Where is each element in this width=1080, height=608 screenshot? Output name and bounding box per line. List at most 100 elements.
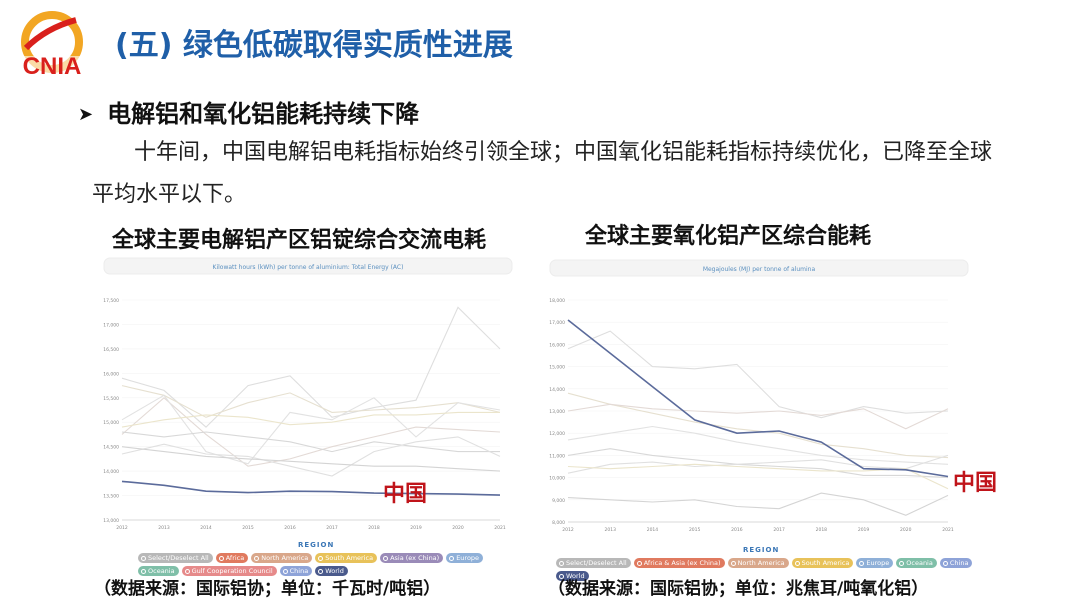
chart-right: Megajoules (MJ) per tonne of alumina 8,00… bbox=[549, 259, 969, 533]
legend-chip[interactable]: North America bbox=[727, 558, 789, 568]
legend-label: North America bbox=[261, 554, 309, 562]
chart-left: Kilowatt hours (kWh) per tonne of alumin… bbox=[103, 257, 513, 531]
x-tick-label: 2020 bbox=[452, 525, 464, 531]
paragraph: 十年间，中国电解铝电耗指标始终引领全球；中国氧化铝能耗指标持续优化，已降至全球平… bbox=[92, 132, 1012, 216]
series-line bbox=[121, 446, 501, 472]
series-line-china bbox=[121, 480, 501, 496]
bullet-heading: ➤ 电解铝和氧化铝能耗持续下降 bbox=[78, 94, 419, 129]
x-tick-label: 2020 bbox=[900, 527, 912, 533]
legend-label: Oceania bbox=[906, 559, 933, 567]
legend-label: Oceania bbox=[148, 567, 175, 575]
series-line bbox=[567, 425, 949, 465]
legend-dot-icon bbox=[730, 560, 736, 566]
series-line bbox=[121, 411, 500, 428]
page-title: (五) 绿色低碳取得实质性进展 bbox=[115, 28, 513, 63]
y-tick-label: 16,000 bbox=[103, 371, 119, 377]
y-tick-label: 17,500 bbox=[103, 298, 119, 304]
legend-chip[interactable]: Gulf Cooperation Council bbox=[181, 566, 277, 576]
legend-dot-icon bbox=[942, 560, 948, 566]
legend-chip[interactable]: World bbox=[315, 566, 348, 576]
y-tick-label: 15,000 bbox=[103, 420, 119, 426]
legend-chip[interactable]: World bbox=[556, 571, 589, 581]
legend-chip[interactable]: China bbox=[939, 558, 973, 568]
legend-chip[interactable]: Europe bbox=[446, 553, 484, 563]
legend-title-right: REGION bbox=[743, 546, 780, 554]
series-line bbox=[121, 397, 501, 467]
y-tick-label: 9,000 bbox=[552, 498, 565, 504]
legend-dot-icon bbox=[318, 568, 324, 574]
legend-chip[interactable]: Oceania bbox=[896, 558, 937, 568]
x-tick-label: 2016 bbox=[731, 527, 743, 533]
x-tick-label: 2017 bbox=[773, 527, 785, 533]
chart-title-left: 全球主要电解铝产区铝锭综合交流电耗 bbox=[112, 228, 487, 253]
x-tick-label: 2013 bbox=[158, 525, 170, 531]
legend-title-left: REGION bbox=[298, 541, 335, 549]
chart-title-right: 全球主要氧化铝产区综合能耗 bbox=[585, 224, 872, 249]
x-tick-label: 2021 bbox=[494, 525, 506, 531]
legend-label: China bbox=[289, 567, 309, 575]
legend-label: South America bbox=[325, 554, 374, 562]
bullet-text: 电解铝和氧化铝能耗持续下降 bbox=[107, 100, 420, 128]
legend-right: Select/Deselect All Africa & Asia (ex Chi… bbox=[556, 558, 976, 581]
legend-chip[interactable]: South America bbox=[315, 553, 378, 563]
series-line bbox=[567, 403, 949, 430]
y-tick-label: 13,500 bbox=[103, 494, 119, 500]
y-tick-label: 16,500 bbox=[103, 347, 119, 353]
y-tick-label: 12,000 bbox=[549, 431, 565, 437]
legend-label: Africa & Asia (ex China) bbox=[643, 559, 721, 567]
series-line bbox=[567, 454, 949, 474]
legend-label: South America bbox=[801, 559, 850, 567]
x-tick-label: 2012 bbox=[116, 525, 128, 531]
legend-chip[interactable]: Africa bbox=[215, 553, 249, 563]
legend-dot-icon bbox=[218, 555, 224, 561]
legend-label: Asia (ex China) bbox=[390, 554, 440, 562]
legend-chip[interactable]: Select/Deselect All bbox=[556, 558, 631, 568]
legend-chip[interactable]: Africa & Asia (ex China) bbox=[633, 558, 725, 568]
x-tick-label: 2012 bbox=[562, 527, 574, 533]
legend-dot-icon bbox=[254, 555, 260, 561]
legend-dot-icon bbox=[559, 573, 564, 579]
cnia-logo: CNIA bbox=[11, 11, 93, 80]
series-line-china bbox=[567, 319, 949, 478]
arrow-bullet-icon: ➤ bbox=[78, 104, 94, 125]
legend-label: Select/Deselect All bbox=[148, 554, 209, 562]
legend-chip[interactable]: Oceania bbox=[138, 566, 179, 576]
legend-chip[interactable]: Select/Deselect All bbox=[138, 553, 213, 563]
legend-dot-icon bbox=[559, 560, 564, 566]
series-line bbox=[121, 394, 501, 465]
y-tick-label: 17,000 bbox=[103, 322, 119, 328]
series-line bbox=[121, 306, 501, 428]
legend-label: Africa bbox=[225, 554, 245, 562]
china-annotation-right: 中国 bbox=[953, 471, 998, 496]
legend-label: Gulf Cooperation Council bbox=[191, 567, 273, 575]
legend-dot-icon bbox=[141, 555, 146, 561]
x-tick-label: 2019 bbox=[858, 527, 870, 533]
series-line bbox=[121, 385, 501, 418]
y-tick-label: 15,000 bbox=[549, 365, 565, 371]
x-tick-label: 2014 bbox=[647, 527, 659, 533]
legend-chip[interactable]: South America bbox=[791, 558, 854, 568]
legend-dot-icon bbox=[636, 560, 642, 566]
series-line bbox=[567, 448, 949, 479]
legend-dot-icon bbox=[184, 568, 190, 574]
y-tick-label: 15,500 bbox=[103, 396, 119, 402]
y-tick-label: 14,000 bbox=[103, 469, 119, 475]
legend-dot-icon bbox=[282, 568, 288, 574]
legend-dot-icon bbox=[794, 560, 800, 566]
legend-chip[interactable]: North America bbox=[251, 553, 313, 563]
x-tick-label: 2017 bbox=[326, 525, 338, 531]
series-line bbox=[567, 492, 949, 516]
legend-dot-icon bbox=[383, 555, 389, 561]
legend-chip[interactable]: Europe bbox=[856, 558, 894, 568]
logo-text: CNIA bbox=[23, 53, 82, 80]
legend-left: Select/Deselect All Africa North America So… bbox=[138, 553, 498, 576]
x-tick-label: 2019 bbox=[410, 525, 422, 531]
legend-chip[interactable]: China bbox=[279, 566, 313, 576]
legend-chip[interactable]: Asia (ex China) bbox=[380, 553, 444, 563]
legend-label: China bbox=[949, 559, 969, 567]
x-tick-label: 2016 bbox=[284, 525, 296, 531]
y-tick-label: 10,000 bbox=[549, 476, 565, 482]
china-annotation-left: 中国 bbox=[383, 482, 428, 507]
legend-dot-icon bbox=[899, 560, 905, 566]
legend-label: World bbox=[325, 567, 344, 575]
